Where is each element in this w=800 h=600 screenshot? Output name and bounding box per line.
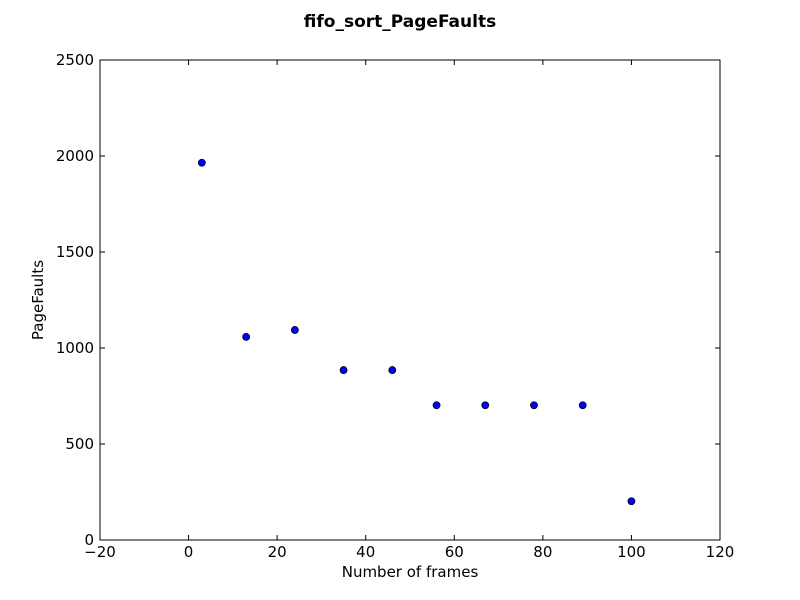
y-tick-label: 1000 — [56, 339, 94, 357]
x-tick-label: 80 — [533, 543, 552, 561]
data-point — [242, 332, 251, 341]
data-point — [627, 497, 636, 506]
chart-title: fifo_sort_PageFaults — [304, 12, 496, 32]
plot-frame — [99, 59, 721, 541]
x-tick-label: 20 — [268, 543, 287, 561]
data-point — [530, 401, 538, 410]
x-tick-label: 0 — [184, 543, 194, 561]
data-point — [290, 326, 299, 334]
axis-ticks — [99, 59, 721, 541]
y-tick-label: 1500 — [56, 243, 94, 261]
y-tick-label: 2000 — [56, 147, 94, 165]
y-tick-label: 0 — [84, 531, 94, 549]
x-tick-label: −20 — [84, 543, 116, 561]
x-tick-label: 100 — [617, 543, 646, 561]
data-point — [481, 401, 490, 410]
data-point — [578, 401, 587, 410]
data-point — [432, 401, 441, 410]
y-tick-label: 2500 — [56, 51, 94, 69]
y-tick-label: 500 — [65, 435, 94, 453]
y-axis-label: PageFaults — [29, 260, 47, 340]
x-axis-label: Number of frames — [342, 563, 479, 581]
data-point — [339, 366, 348, 374]
data-points — [197, 158, 636, 506]
x-tick-label: 60 — [445, 543, 464, 561]
data-point — [388, 366, 397, 374]
x-tick-label: 40 — [356, 543, 375, 561]
x-tick-label: 120 — [706, 543, 735, 561]
data-point — [197, 158, 206, 167]
